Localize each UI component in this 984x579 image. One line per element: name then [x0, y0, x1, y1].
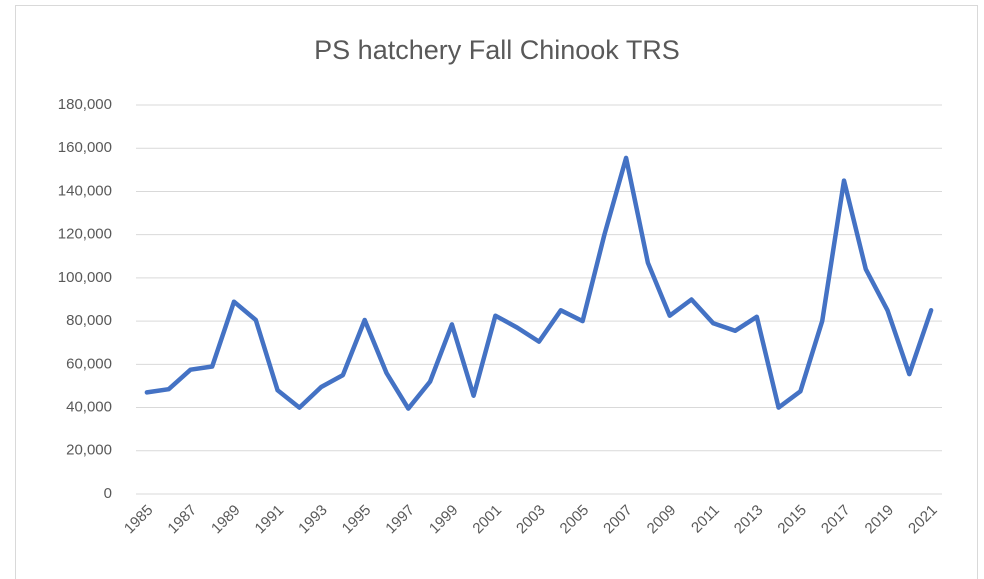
- data-line: [144, 155, 934, 411]
- y-tick-label: 60,000: [66, 355, 112, 372]
- y-tick-label: 140,000: [58, 182, 112, 199]
- chart-title: PS hatchery Fall Chinook TRS: [314, 35, 680, 65]
- chart-border: [15, 5, 978, 579]
- y-tick-label: 160,000: [58, 139, 112, 156]
- y-tick-label: 180,000: [58, 96, 112, 113]
- y-tick-label: 40,000: [66, 399, 112, 416]
- y-tick-label: 20,000: [66, 442, 112, 459]
- y-tick-label: 120,000: [58, 226, 112, 243]
- y-tick-label: 100,000: [58, 269, 112, 286]
- y-tick-label: 0: [104, 485, 112, 502]
- y-tick-label: 80,000: [66, 312, 112, 329]
